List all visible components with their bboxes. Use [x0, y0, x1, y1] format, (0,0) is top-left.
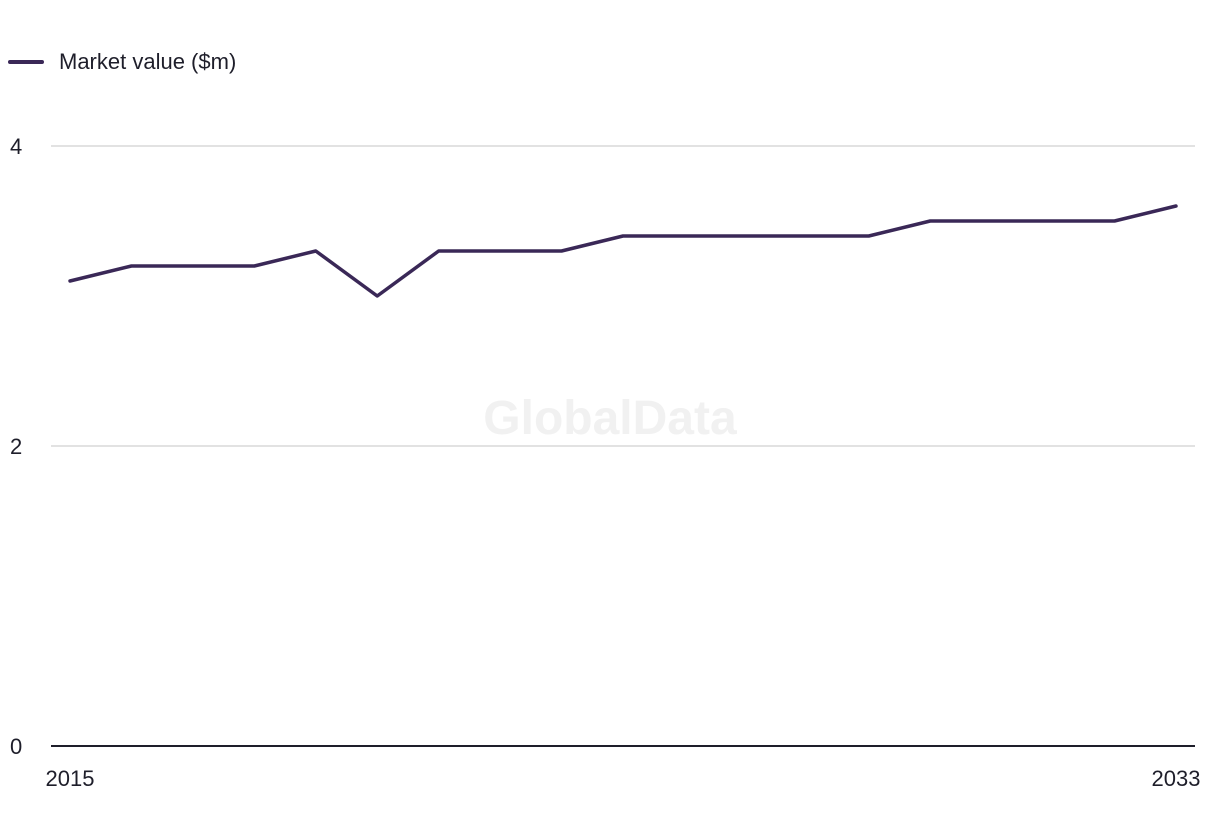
data-point-2023 [560, 249, 564, 253]
x-tick-label: 2015 [46, 766, 95, 791]
y-tick-label: 0 [10, 734, 22, 759]
data-point-2028 [867, 234, 871, 238]
data-point-2032 [1113, 219, 1117, 223]
data-point-2030 [990, 219, 994, 223]
data-point-2024 [621, 234, 625, 238]
legend-label: Market value ($m) [59, 49, 236, 74]
y-tick-label: 4 [10, 134, 22, 159]
data-point-2033 [1174, 204, 1178, 208]
data-point-2017 [191, 264, 195, 268]
series-line-market-value [68, 204, 1178, 298]
data-point-2027 [805, 234, 809, 238]
series-group [68, 204, 1178, 298]
data-point-2026 [744, 234, 748, 238]
data-point-2015 [68, 279, 72, 283]
watermark: GlobalData [483, 392, 737, 445]
data-point-2018 [252, 264, 256, 268]
gridlines [51, 145, 1195, 447]
data-point-2016 [129, 264, 133, 268]
data-point-2019 [314, 249, 318, 253]
data-point-2031 [1051, 219, 1055, 223]
data-point-2021 [437, 249, 441, 253]
y-axis-ticks: 0 2 4 [10, 134, 22, 759]
data-point-2025 [682, 234, 686, 238]
data-point-2022 [498, 249, 502, 253]
data-point-2020 [375, 294, 379, 298]
x-axis-ticks: 2015 2033 [46, 766, 1201, 791]
data-point-2029 [928, 219, 932, 223]
legend: Market value ($m) [8, 49, 236, 74]
x-tick-label: 2033 [1152, 766, 1201, 791]
y-tick-label: 2 [10, 434, 22, 459]
